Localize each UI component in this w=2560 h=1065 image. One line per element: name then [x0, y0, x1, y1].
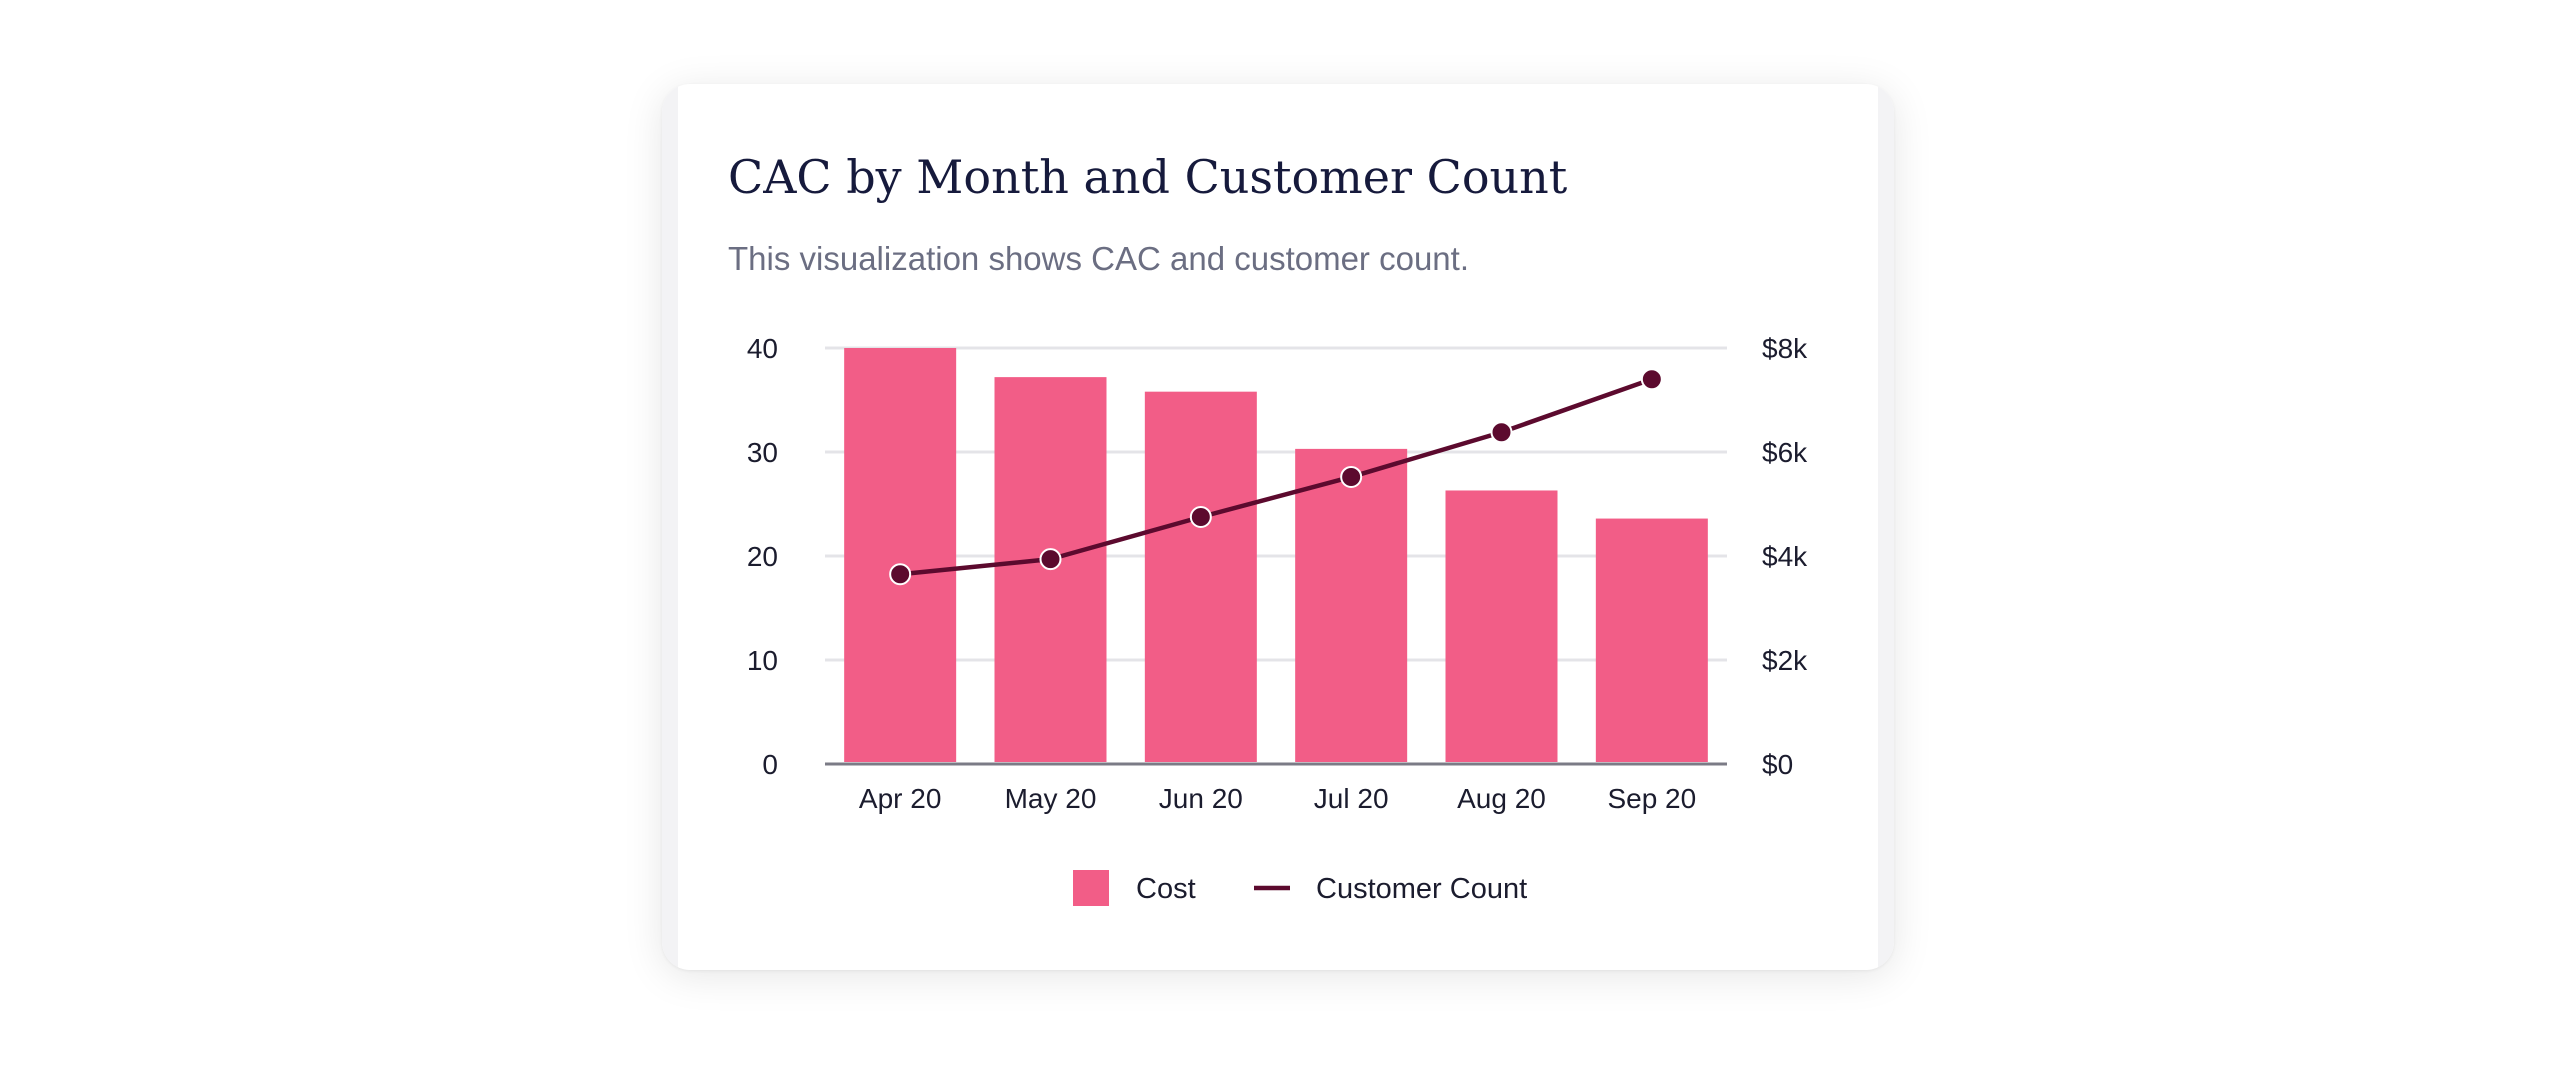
right-tick-label: $0	[1762, 749, 1793, 780]
point-customer-count	[1640, 368, 1663, 391]
point-customer-count	[1189, 506, 1212, 528]
line-customer-count	[899, 377, 1653, 577]
legend-label-customer-count: Customer Count	[1316, 873, 1527, 905]
left-tick-label: 20	[747, 541, 778, 572]
chart-card: CAC by Month and Customer Count This vis…	[662, 84, 1894, 970]
customer-count-line	[889, 368, 1663, 586]
right-tick-label: $4k	[1762, 541, 1808, 572]
legend: Cost Customer Count	[1073, 870, 1527, 906]
x-tick-label: Jul 20	[1314, 783, 1389, 814]
bar-cost	[1445, 490, 1558, 762]
left-tick-label: 0	[762, 749, 778, 780]
left-tick-label: 10	[747, 645, 778, 676]
axes: 0 10 20 30 40 $0 $2k $4k $6k $8k Apr 20 May 20 Jun 2…	[747, 333, 1808, 814]
x-tick-label: Sep 20	[1607, 783, 1696, 814]
chart-subtitle: This visualization shows CAC and custome…	[728, 240, 1469, 277]
legend-swatch-cost	[1073, 870, 1109, 906]
combo-chart: 0 10 20 30 40 $0 $2k $4k $6k $8k Apr 20 May 20 Jun 2…	[747, 333, 1808, 906]
point-customer-count	[1340, 465, 1363, 488]
bar-cost	[1144, 391, 1257, 762]
left-tick-label: 30	[747, 437, 778, 468]
point-customer-count	[889, 563, 912, 586]
gridlines	[825, 346, 1727, 662]
legend-label-cost: Cost	[1136, 873, 1196, 905]
bar-cost	[1595, 518, 1708, 762]
bars	[844, 348, 1708, 762]
right-tick-label: $2k	[1762, 645, 1808, 676]
right-tick-label: $8k	[1762, 333, 1808, 364]
right-tick-label: $6k	[1762, 437, 1808, 468]
x-tick-label: Apr 20	[859, 783, 942, 814]
chart-title: CAC by Month and Customer Count	[728, 150, 1568, 204]
x-tick-label: Jun 20	[1159, 783, 1243, 814]
bar-cost	[844, 348, 957, 762]
bar-cost	[1295, 448, 1408, 762]
chart-legend: Cost Customer Count	[1073, 870, 1527, 906]
x-tick-label: May 20	[1005, 783, 1097, 814]
point-customer-count	[1039, 548, 1062, 571]
point-customer-count	[1490, 421, 1513, 444]
left-tick-label: 40	[747, 333, 778, 364]
x-tick-label: Aug 20	[1457, 783, 1546, 814]
